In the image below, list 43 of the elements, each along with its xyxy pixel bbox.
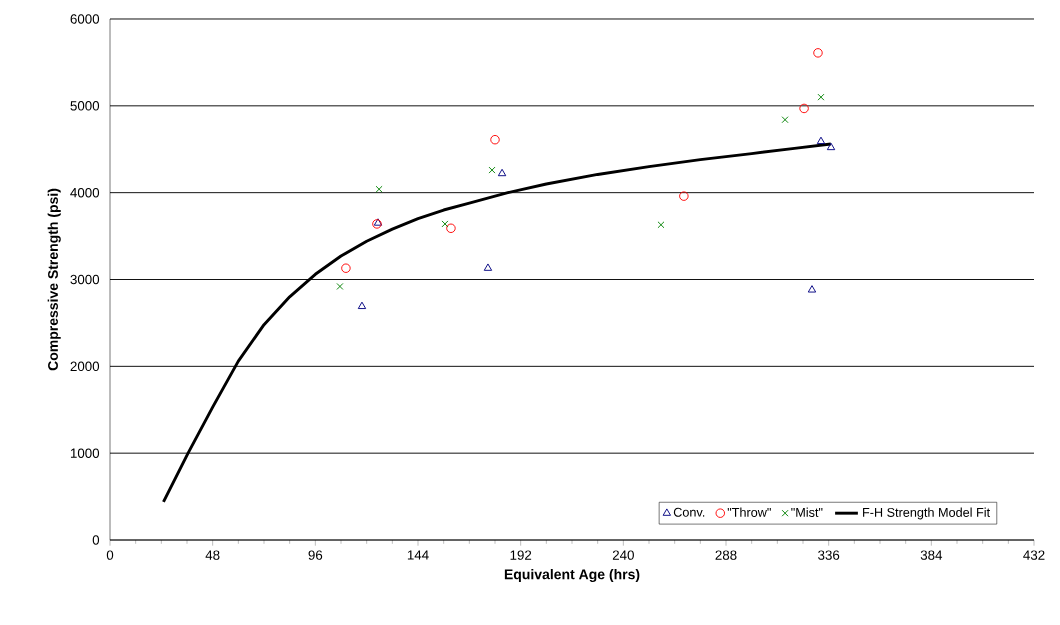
point xyxy=(497,168,507,177)
point xyxy=(488,166,496,174)
y-tick-label: 3000 xyxy=(70,274,100,285)
x-tick-label: 336 xyxy=(818,550,840,560)
point xyxy=(441,220,449,228)
y-tick-label: 4000 xyxy=(70,187,100,198)
x-tick-label: 240 xyxy=(612,550,634,560)
x-tick-label: 432 xyxy=(1023,550,1045,560)
line-series xyxy=(162,142,833,504)
point xyxy=(807,285,817,293)
x-tick-label: 144 xyxy=(407,550,429,560)
point xyxy=(816,136,826,145)
x-tick-label: 96 xyxy=(308,550,323,560)
y-tick-label: 2000 xyxy=(70,361,100,372)
point xyxy=(490,134,500,145)
point xyxy=(446,223,456,233)
y-tick-label: 6000 xyxy=(70,14,100,24)
legend-label: "Mist" xyxy=(791,507,823,517)
y-tick-label: 1000 xyxy=(70,448,100,458)
legend-label: F-H Strength Model Fit xyxy=(863,507,991,520)
point xyxy=(341,263,351,273)
x-tick-label: 384 xyxy=(920,550,943,560)
legend-label: Conv. xyxy=(673,507,705,517)
point xyxy=(813,48,823,58)
x-axis-title: Equivalent Age (hrs) xyxy=(504,569,640,583)
y-tick-label: 0 xyxy=(92,535,100,545)
y-axis-title: Compressive Strength (psi) xyxy=(47,188,61,371)
point xyxy=(657,221,665,229)
point xyxy=(357,301,367,310)
x-tick-label: 48 xyxy=(205,550,220,560)
y-tick-label: 5000 xyxy=(70,101,100,111)
point xyxy=(679,191,689,201)
point xyxy=(781,116,789,124)
x-tick-label: 0 xyxy=(106,550,114,560)
legend-label: "Throw" xyxy=(727,507,771,517)
point xyxy=(826,142,836,151)
x-tick-label: 192 xyxy=(510,550,532,560)
point xyxy=(375,185,383,193)
point xyxy=(336,282,344,290)
point xyxy=(483,263,493,271)
point xyxy=(799,103,809,114)
point xyxy=(817,93,825,101)
x-tick-label: 288 xyxy=(715,550,737,560)
